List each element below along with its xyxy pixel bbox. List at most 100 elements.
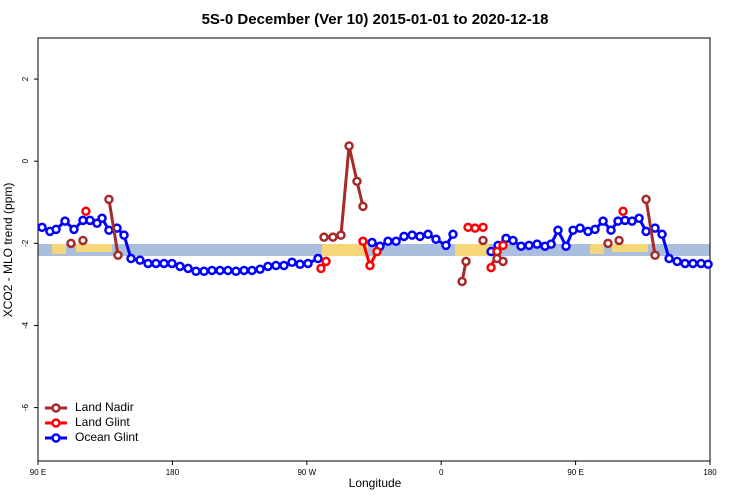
point bbox=[486, 262, 496, 273]
point bbox=[657, 229, 667, 240]
point bbox=[431, 234, 441, 244]
point bbox=[344, 141, 354, 151]
point bbox=[183, 263, 193, 274]
point bbox=[303, 258, 313, 269]
point bbox=[614, 235, 624, 246]
series bbox=[37, 213, 713, 277]
point bbox=[215, 265, 225, 276]
point bbox=[532, 239, 542, 249]
point bbox=[352, 176, 362, 187]
point bbox=[104, 194, 114, 205]
point bbox=[590, 224, 600, 235]
point bbox=[703, 259, 713, 270]
point bbox=[498, 256, 508, 267]
point bbox=[191, 266, 201, 277]
plot-frame bbox=[37, 37, 711, 462]
x-tick-label: 0 bbox=[439, 468, 444, 477]
land-patch bbox=[590, 244, 604, 254]
legend-marker bbox=[51, 403, 61, 413]
point bbox=[336, 230, 346, 240]
point bbox=[553, 225, 563, 235]
point bbox=[104, 225, 114, 235]
point bbox=[516, 241, 526, 251]
land-patch bbox=[322, 244, 368, 256]
point bbox=[415, 231, 425, 242]
point bbox=[448, 229, 458, 240]
point bbox=[598, 216, 608, 226]
land-patch bbox=[52, 244, 66, 254]
point bbox=[524, 240, 534, 251]
point bbox=[470, 223, 480, 233]
point bbox=[367, 237, 377, 248]
point bbox=[650, 250, 660, 260]
y-tick-label: 0 bbox=[21, 158, 30, 163]
series bbox=[66, 141, 660, 287]
point bbox=[457, 276, 467, 287]
chart-title: 5S-0 December (Ver 10) 2015-01-01 to 202… bbox=[202, 11, 549, 28]
point bbox=[672, 256, 682, 267]
point bbox=[295, 259, 305, 270]
land-patch bbox=[76, 244, 112, 252]
legend-label: Ocean Glint bbox=[75, 430, 139, 444]
y-tick-label: -4 bbox=[21, 321, 30, 329]
point bbox=[271, 260, 281, 271]
point bbox=[478, 235, 488, 246]
point bbox=[175, 261, 185, 272]
point bbox=[239, 265, 249, 276]
point bbox=[313, 253, 323, 264]
point bbox=[641, 226, 651, 237]
land-patch bbox=[455, 244, 489, 256]
y-axis-label: XCO2 - MLO trend (ppm) bbox=[1, 183, 15, 318]
point bbox=[634, 213, 644, 224]
point bbox=[321, 256, 331, 267]
point bbox=[279, 260, 289, 271]
series-line bbox=[107, 145, 657, 282]
point bbox=[78, 235, 88, 246]
point bbox=[119, 230, 129, 240]
point bbox=[51, 224, 61, 235]
point bbox=[372, 246, 382, 257]
point bbox=[231, 266, 241, 277]
x-tick-label: 90 W bbox=[297, 468, 316, 477]
point bbox=[441, 240, 451, 251]
point bbox=[423, 229, 433, 240]
point bbox=[126, 253, 136, 264]
y-tick-label: -2 bbox=[21, 239, 30, 247]
point bbox=[113, 250, 123, 260]
point bbox=[143, 258, 153, 269]
x-tick-label: 180 bbox=[166, 468, 180, 477]
point bbox=[81, 206, 91, 217]
point bbox=[606, 225, 616, 235]
point bbox=[561, 241, 571, 251]
point bbox=[66, 238, 76, 249]
point bbox=[151, 258, 161, 269]
point bbox=[399, 231, 409, 242]
point bbox=[223, 265, 233, 276]
point bbox=[247, 265, 257, 276]
x-axis-label: Longitude bbox=[349, 476, 402, 490]
y-tick-label: -6 bbox=[21, 404, 30, 412]
point bbox=[207, 265, 217, 276]
point bbox=[365, 260, 375, 271]
point bbox=[37, 222, 47, 233]
point bbox=[546, 239, 556, 249]
point bbox=[328, 232, 338, 242]
legend-marker bbox=[51, 433, 61, 443]
point bbox=[60, 216, 70, 226]
point bbox=[287, 257, 297, 267]
land-patch bbox=[612, 244, 648, 252]
point bbox=[664, 253, 674, 264]
point bbox=[603, 238, 613, 249]
x-tick-label: 90 E bbox=[30, 468, 46, 477]
x-tick-label: 180 bbox=[703, 468, 717, 477]
point bbox=[641, 194, 651, 205]
x-tick-label: 90 E bbox=[567, 468, 583, 477]
point bbox=[135, 255, 145, 265]
series bbox=[81, 206, 628, 273]
point bbox=[688, 258, 698, 269]
point bbox=[69, 224, 79, 235]
point bbox=[461, 256, 471, 267]
point bbox=[618, 206, 628, 217]
